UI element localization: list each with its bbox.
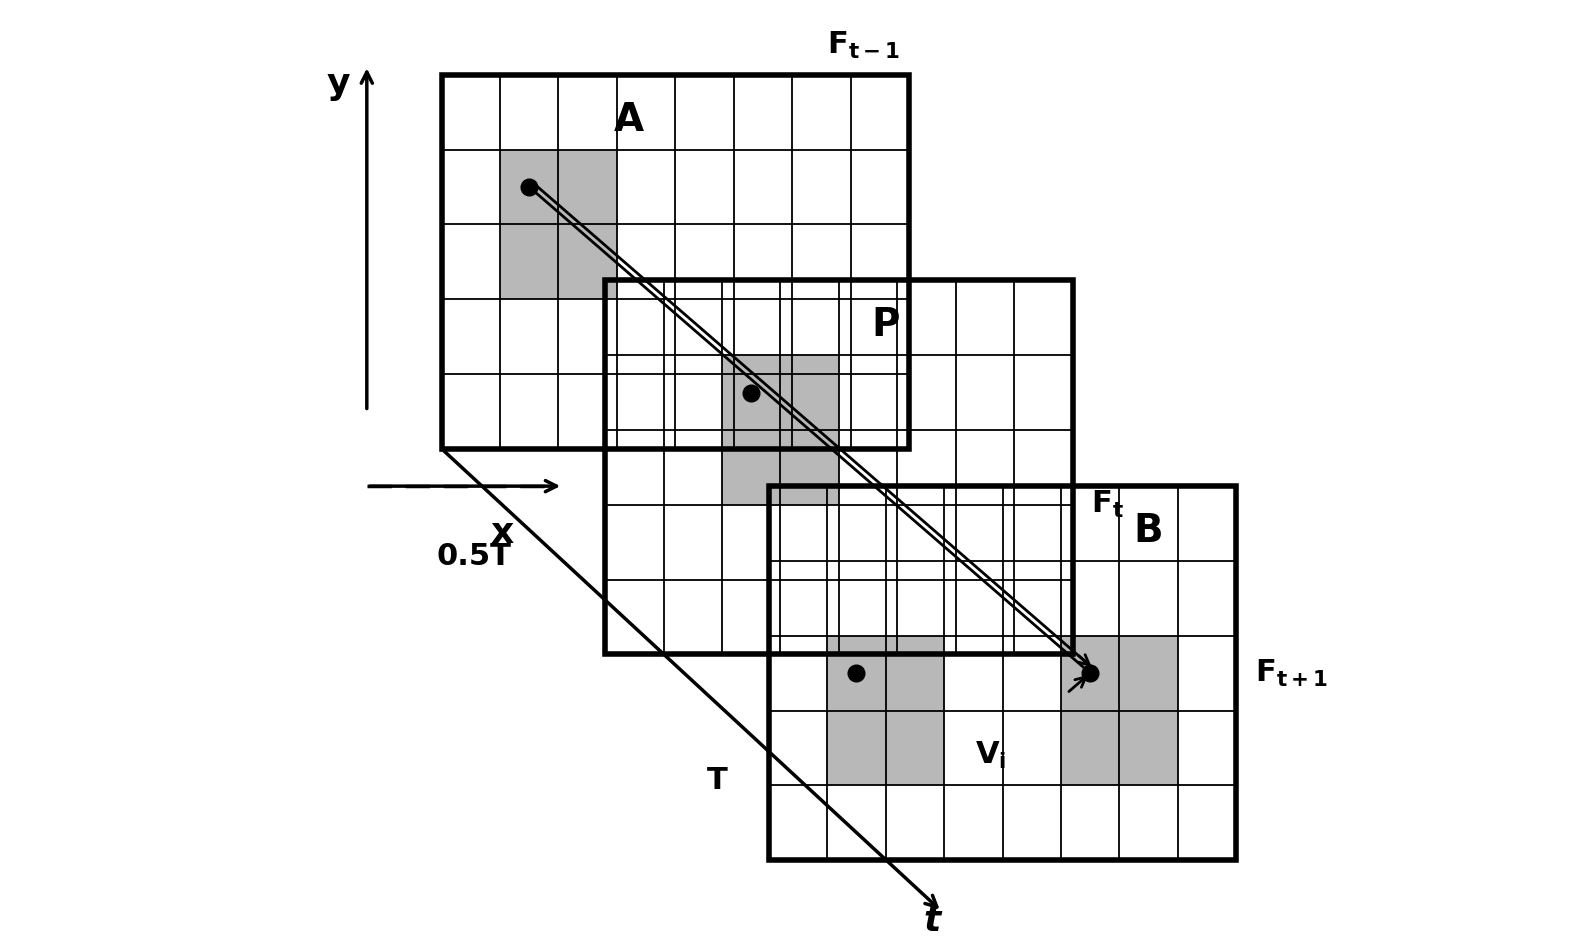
Text: T: T xyxy=(707,766,728,795)
Bar xyxy=(441,74,909,449)
Bar xyxy=(605,280,1073,654)
Text: $\mathbf{F_{t+1}}$: $\mathbf{F_{t+1}}$ xyxy=(1255,658,1328,689)
Text: P: P xyxy=(871,307,899,344)
Bar xyxy=(769,486,1236,860)
Bar xyxy=(499,150,617,299)
Text: $\mathbf{F_t}$: $\mathbf{F_t}$ xyxy=(1091,489,1125,520)
Text: $\mathbf{F_{t-1}}$: $\mathbf{F_{t-1}}$ xyxy=(827,30,899,61)
Bar xyxy=(721,356,839,504)
Text: B: B xyxy=(1134,512,1164,550)
Text: y: y xyxy=(328,67,351,101)
Text: x: x xyxy=(491,516,513,550)
Text: t: t xyxy=(925,904,940,938)
Bar xyxy=(827,636,943,786)
Text: $\mathbf{V_i}$: $\mathbf{V_i}$ xyxy=(975,740,1006,771)
Text: 0.5T: 0.5T xyxy=(436,542,512,571)
Bar xyxy=(1062,636,1178,786)
Text: A: A xyxy=(614,101,644,138)
